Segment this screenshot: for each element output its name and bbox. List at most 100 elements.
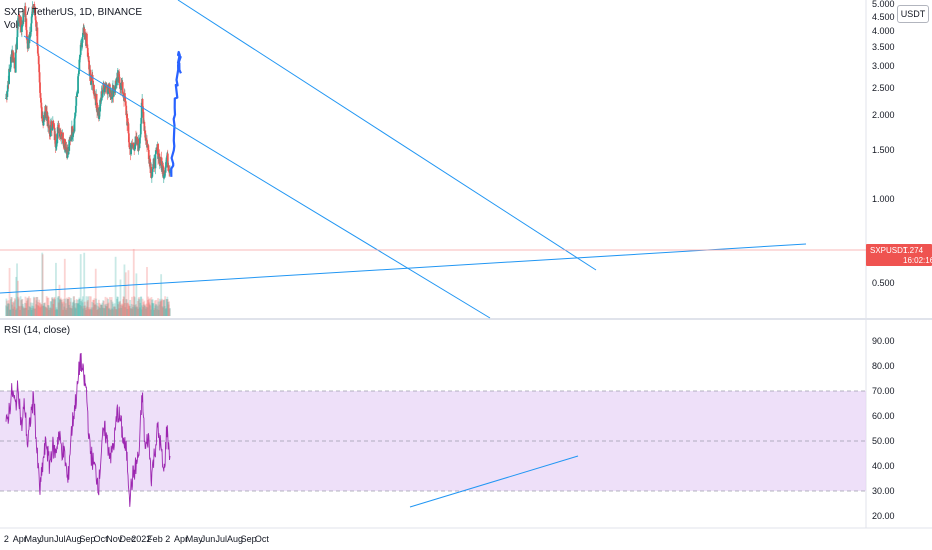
projection-path[interactable]	[170, 50, 182, 177]
candle[interactable]	[125, 105, 128, 116]
candle[interactable]	[114, 88, 117, 90]
candle[interactable]	[95, 93, 98, 103]
candle[interactable]	[131, 142, 133, 144]
rsi-support-line[interactable]	[409, 455, 579, 508]
candle[interactable]	[157, 143, 159, 159]
candle[interactable]	[76, 93, 79, 95]
candle[interactable]	[118, 76, 121, 84]
candle[interactable]	[152, 164, 155, 169]
candle[interactable]	[67, 147, 70, 155]
candle[interactable]	[30, 23, 33, 32]
candle[interactable]	[38, 72, 41, 83]
candle[interactable]	[28, 38, 31, 44]
candle[interactable]	[39, 82, 41, 93]
candle[interactable]	[127, 123, 130, 134]
candle[interactable]	[74, 116, 76, 119]
candle[interactable]	[146, 140, 148, 148]
candle[interactable]	[68, 139, 71, 151]
candle[interactable]	[140, 102, 143, 118]
candle[interactable]	[9, 67, 12, 69]
candle[interactable]	[55, 143, 58, 145]
candle[interactable]	[140, 117, 143, 124]
candle[interactable]	[79, 54, 82, 58]
candle[interactable]	[124, 101, 127, 106]
candle[interactable]	[103, 89, 106, 93]
candle[interactable]	[42, 121, 45, 126]
candle[interactable]	[83, 28, 86, 35]
candle[interactable]	[27, 40, 29, 49]
candle[interactable]	[89, 70, 92, 74]
candle[interactable]	[76, 94, 79, 97]
candle[interactable]	[54, 134, 57, 147]
candle[interactable]	[100, 100, 102, 102]
candle[interactable]	[17, 15, 20, 27]
candle[interactable]	[16, 37, 18, 50]
candle[interactable]	[14, 52, 17, 73]
candle[interactable]	[145, 138, 148, 141]
candle[interactable]	[31, 13, 33, 17]
candle[interactable]	[49, 124, 52, 137]
candle[interactable]	[154, 154, 157, 169]
candle[interactable]	[36, 27, 39, 47]
candle[interactable]	[130, 142, 133, 150]
candle[interactable]	[146, 144, 149, 146]
candle[interactable]	[139, 123, 142, 135]
candle[interactable]	[127, 121, 129, 124]
candle[interactable]	[55, 146, 57, 148]
candle[interactable]	[40, 107, 43, 119]
candle[interactable]	[162, 165, 164, 167]
price-badge[interactable]	[866, 244, 932, 266]
candle[interactable]	[35, 20, 37, 27]
candle[interactable]	[112, 88, 115, 97]
candle[interactable]	[119, 83, 121, 89]
candle[interactable]	[9, 56, 12, 68]
candle[interactable]	[163, 175, 166, 177]
candle[interactable]	[128, 147, 131, 150]
candle[interactable]	[34, 6, 37, 17]
candle[interactable]	[78, 70, 80, 75]
candle[interactable]	[126, 113, 129, 126]
candle[interactable]	[41, 117, 44, 120]
candle[interactable]	[149, 159, 151, 164]
candle[interactable]	[105, 85, 108, 89]
candle[interactable]	[88, 60, 90, 70]
candle[interactable]	[147, 145, 150, 150]
rsi-line[interactable]	[5, 352, 171, 507]
candle[interactable]	[79, 44, 82, 55]
volume-label[interactable]: Vol	[4, 20, 18, 31]
candle[interactable]	[101, 91, 104, 94]
candle[interactable]	[128, 142, 131, 148]
candle[interactable]	[139, 134, 142, 138]
candle[interactable]	[162, 166, 165, 178]
candle[interactable]	[120, 82, 123, 91]
candle[interactable]	[127, 133, 130, 143]
candle[interactable]	[82, 32, 84, 37]
candle[interactable]	[9, 68, 11, 70]
candle[interactable]	[21, 24, 23, 32]
candle[interactable]	[154, 150, 157, 155]
candle[interactable]	[8, 68, 10, 84]
candle[interactable]	[93, 84, 95, 95]
candle[interactable]	[165, 162, 167, 168]
candle[interactable]	[142, 106, 144, 112]
candle[interactable]	[165, 159, 168, 163]
candle[interactable]	[134, 144, 136, 149]
candle[interactable]	[130, 149, 132, 155]
candle[interactable]	[46, 111, 49, 118]
candle[interactable]	[118, 74, 121, 77]
candle[interactable]	[39, 92, 42, 98]
candle[interactable]	[77, 76, 79, 94]
candle[interactable]	[75, 96, 78, 106]
candle[interactable]	[71, 126, 74, 137]
candle[interactable]	[124, 100, 127, 102]
candle[interactable]	[151, 168, 154, 173]
candle[interactable]	[40, 97, 42, 103]
candle[interactable]	[72, 131, 75, 136]
candle[interactable]	[74, 105, 77, 113]
candle[interactable]	[87, 56, 90, 61]
candle[interactable]	[28, 32, 31, 39]
candle[interactable]	[71, 135, 74, 137]
candle[interactable]	[160, 157, 163, 164]
candle[interactable]	[21, 23, 24, 25]
candle[interactable]	[37, 53, 40, 56]
